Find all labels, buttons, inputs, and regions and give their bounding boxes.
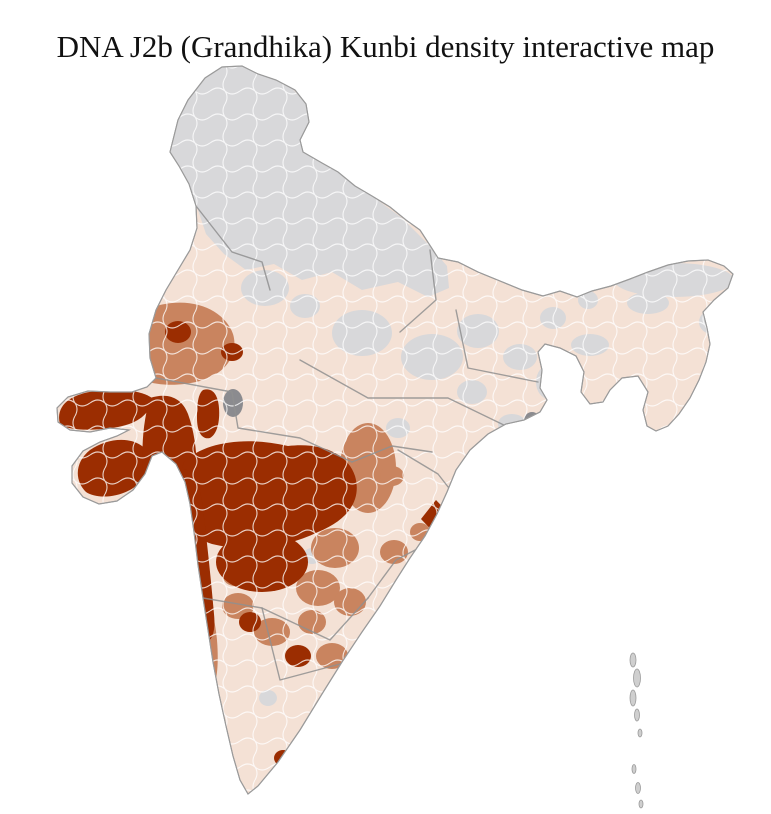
page-title: DNA J2b (Grandhika) Kunbi density intera…	[56, 28, 715, 64]
india-coastline	[56, 65, 734, 795]
district-borders-overlay	[57, 66, 733, 794]
andaman-nicobar-islands[interactable]	[629, 652, 644, 809]
